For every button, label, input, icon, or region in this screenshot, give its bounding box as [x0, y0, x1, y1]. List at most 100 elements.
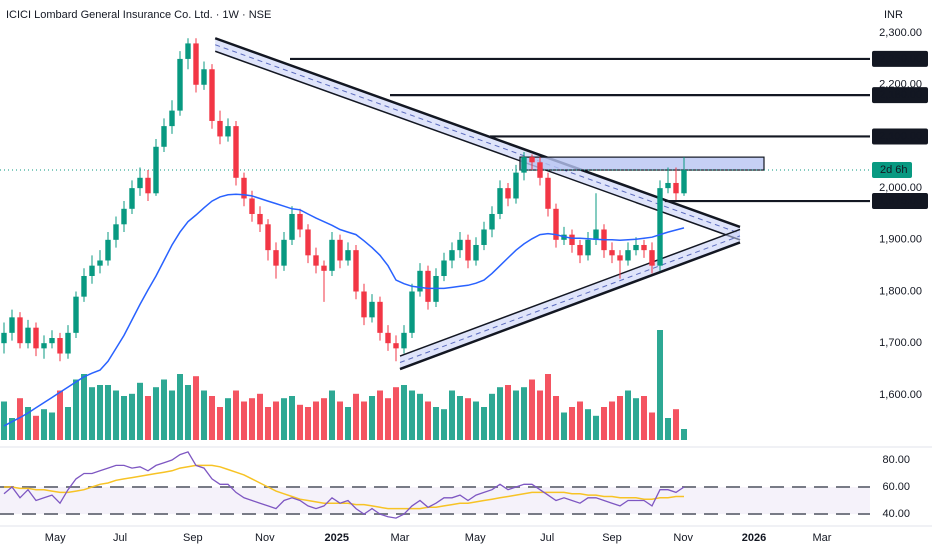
trend-channel-mid	[399, 235, 741, 363]
volume-bar	[361, 401, 367, 440]
candle-body	[113, 224, 119, 240]
candle-body	[497, 188, 503, 214]
volume-bar	[409, 390, 415, 440]
candle-body	[241, 177, 247, 199]
volume-bar	[609, 401, 615, 440]
candle-body	[649, 250, 655, 266]
volume-bar	[481, 407, 487, 440]
volume-bar	[505, 385, 511, 440]
volume-bar	[1, 401, 7, 440]
volume-bar	[489, 393, 495, 440]
candle-body	[137, 177, 143, 189]
volume-bar	[673, 409, 679, 440]
volume-bar	[169, 390, 175, 440]
candle-body	[521, 157, 527, 173]
candle-body	[361, 291, 367, 318]
level-label-box	[872, 128, 928, 145]
candle-body	[33, 327, 39, 349]
candle-body	[609, 250, 615, 256]
volume-bar	[393, 387, 399, 440]
candle-body	[473, 244, 479, 261]
candle-body	[385, 332, 391, 344]
volume-bar	[273, 401, 279, 440]
volume-bar	[601, 407, 607, 440]
candle-body	[169, 110, 175, 127]
candle-body	[225, 126, 231, 137]
candle-body	[313, 255, 319, 266]
candle-body	[265, 224, 271, 251]
candle-body	[417, 270, 423, 292]
candle-body	[617, 255, 623, 261]
volume-bar	[625, 390, 631, 440]
candle-body	[545, 177, 551, 209]
candle-body	[657, 188, 663, 266]
currency: INR	[884, 9, 903, 21]
candle-body	[681, 170, 687, 194]
volume-bar	[569, 407, 575, 440]
volume-bar	[65, 407, 71, 440]
rsi-ma	[4, 464, 684, 510]
volume-bar	[321, 398, 327, 440]
candle-body	[345, 250, 351, 261]
rsi-tick-label: 60.00	[882, 481, 910, 493]
candle-body	[289, 213, 295, 240]
candle-body	[193, 43, 199, 85]
x-tick-label: 2026	[742, 532, 766, 544]
volume-bar	[521, 387, 527, 440]
candle-body	[593, 229, 599, 240]
volume-bar	[433, 407, 439, 440]
volume-bar	[9, 418, 15, 440]
candle-body	[425, 270, 431, 302]
level-label-box	[872, 193, 928, 210]
volume-bar	[313, 401, 319, 440]
candle-body	[625, 250, 631, 261]
candle-body	[537, 162, 543, 178]
volume-bar	[105, 385, 111, 440]
candle-body	[209, 69, 215, 121]
candle-body	[633, 244, 639, 251]
volume-bar	[577, 401, 583, 440]
x-tick-label: 2025	[325, 532, 349, 544]
countdown-label: 2d 6h	[880, 164, 908, 176]
level-label: 1,975.00	[879, 195, 922, 207]
volume-bar	[513, 390, 519, 440]
trend-channel	[215, 38, 740, 240]
y-tick-label: 1,700.00	[879, 337, 922, 349]
volume-bar	[633, 398, 639, 440]
candle-body	[369, 301, 375, 318]
countdown-box	[872, 162, 912, 179]
volume-bar	[281, 398, 287, 440]
candle-body	[449, 250, 455, 261]
volume-bar	[617, 396, 623, 440]
volume-bar	[329, 390, 335, 440]
volume-bar	[73, 379, 79, 440]
trend-channel-edge	[399, 228, 741, 357]
candle-body	[553, 208, 559, 240]
level-label: 2,250.00	[879, 53, 922, 65]
candle-body	[121, 208, 127, 225]
volume-bar	[129, 393, 135, 440]
volume-bar	[137, 382, 143, 440]
rsi-band	[0, 487, 870, 515]
volume-bar	[665, 418, 671, 440]
rsi-tick-label: 80.00	[882, 454, 910, 466]
volume-bar	[265, 407, 271, 440]
volume-bar	[217, 407, 223, 440]
level-label: 2,100.00	[879, 130, 922, 142]
volume-bar	[297, 404, 303, 440]
candle-body	[641, 244, 647, 251]
candle-body	[321, 265, 327, 271]
candle-body	[529, 157, 535, 163]
candle-body	[481, 229, 487, 245]
x-tick-label: May	[465, 532, 486, 544]
volume-bar	[473, 401, 479, 440]
candle-body	[1, 332, 7, 344]
volume-bar	[561, 412, 567, 440]
volume-bar	[457, 396, 463, 440]
candle-body	[17, 317, 23, 344]
candle-body	[665, 182, 671, 189]
candle-body	[249, 198, 255, 214]
trend-channel-edge	[214, 50, 741, 241]
